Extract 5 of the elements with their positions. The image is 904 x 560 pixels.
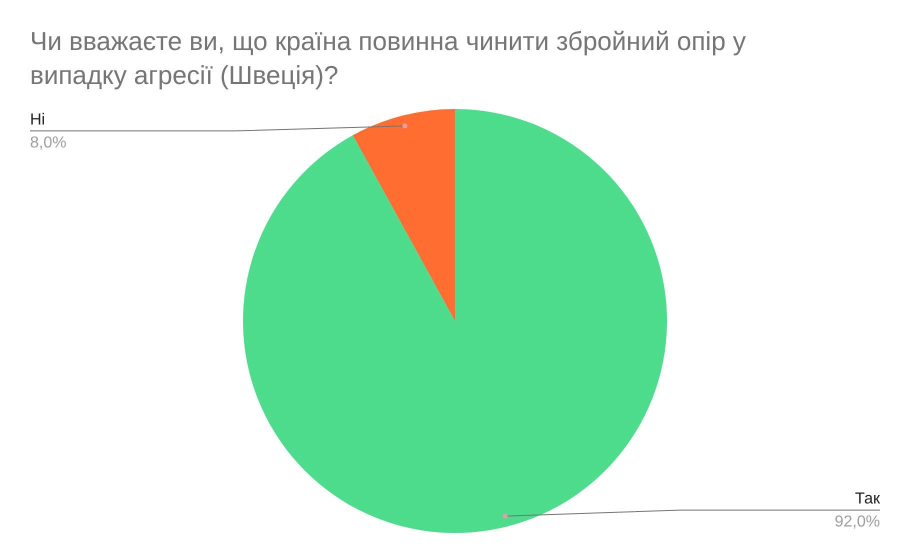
slice-label: Так (855, 490, 881, 508)
data-label: 92,0% (834, 513, 880, 530)
data-label: 8,0% (30, 134, 66, 152)
chart-title: Чи вважаєте ви, що країна повинна чинити збройний опір у випадку агресії (Швеція)? (30, 25, 747, 92)
slice-label: Ні (30, 111, 46, 128)
